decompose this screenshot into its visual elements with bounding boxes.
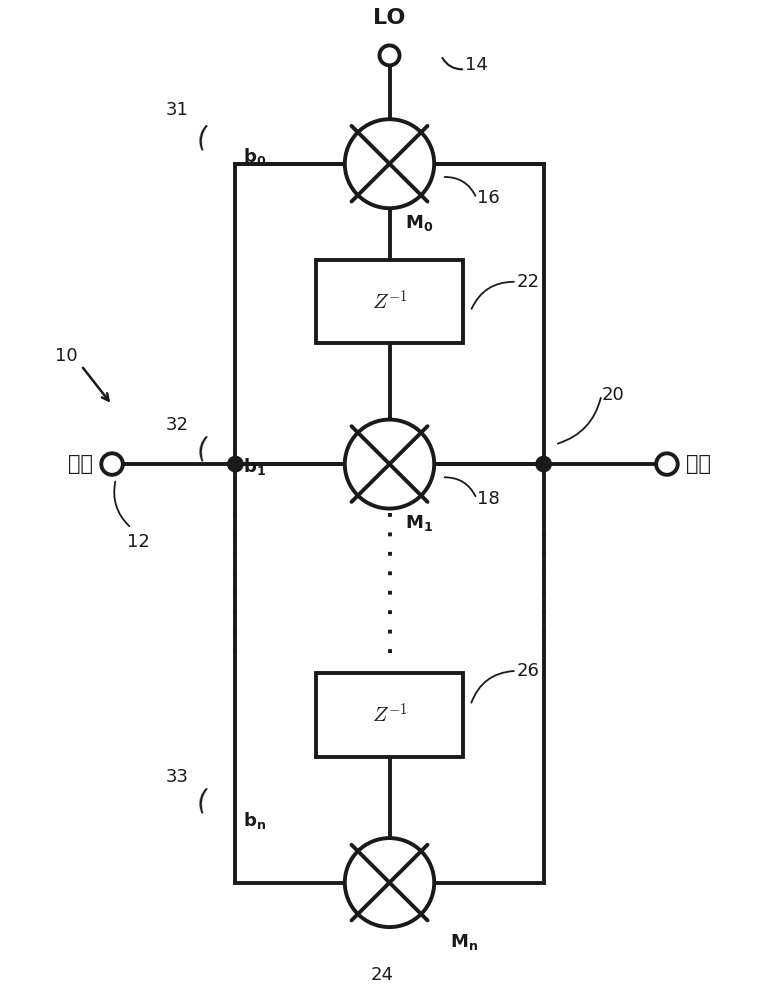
Text: (: ( — [195, 435, 210, 464]
Bar — [316, 673, 463, 757]
Ellipse shape — [656, 453, 678, 475]
Text: 33: 33 — [166, 768, 189, 786]
Text: $\mathbf{M_1}$: $\mathbf{M_1}$ — [405, 513, 433, 533]
Text: $\mathbf{M_n}$: $\mathbf{M_n}$ — [449, 932, 478, 952]
Text: 18: 18 — [477, 490, 499, 508]
Text: (: ( — [195, 124, 210, 154]
Text: $\mathbf{M_0}$: $\mathbf{M_0}$ — [405, 213, 433, 233]
Text: 32: 32 — [166, 416, 189, 434]
Text: 16: 16 — [477, 189, 499, 207]
Text: 12: 12 — [128, 533, 150, 551]
Ellipse shape — [345, 838, 434, 927]
Text: 22: 22 — [516, 273, 540, 291]
Text: $Z^{-1}$: $Z^{-1}$ — [372, 289, 407, 314]
Ellipse shape — [227, 456, 243, 472]
Text: $\mathbf{b_n}$: $\mathbf{b_n}$ — [243, 810, 266, 831]
Bar — [316, 260, 463, 343]
Ellipse shape — [345, 119, 434, 208]
Ellipse shape — [379, 45, 400, 65]
Text: 26: 26 — [516, 662, 540, 680]
Ellipse shape — [345, 420, 434, 509]
Text: 输入: 输入 — [68, 454, 93, 474]
Text: $Z^{-1}$: $Z^{-1}$ — [372, 703, 407, 727]
Text: LO: LO — [373, 8, 406, 28]
Text: $\mathbf{b_0}$: $\mathbf{b_0}$ — [243, 146, 266, 167]
Text: 输出: 输出 — [686, 454, 711, 474]
Ellipse shape — [536, 456, 552, 472]
Text: 24: 24 — [370, 966, 393, 984]
Text: 10: 10 — [55, 347, 77, 365]
Text: 31: 31 — [166, 101, 189, 119]
Text: (: ( — [195, 787, 210, 817]
Ellipse shape — [101, 453, 123, 475]
Text: $\mathbf{b_1}$: $\mathbf{b_1}$ — [243, 456, 266, 477]
Text: 14: 14 — [465, 56, 488, 74]
Text: 20: 20 — [601, 386, 624, 404]
